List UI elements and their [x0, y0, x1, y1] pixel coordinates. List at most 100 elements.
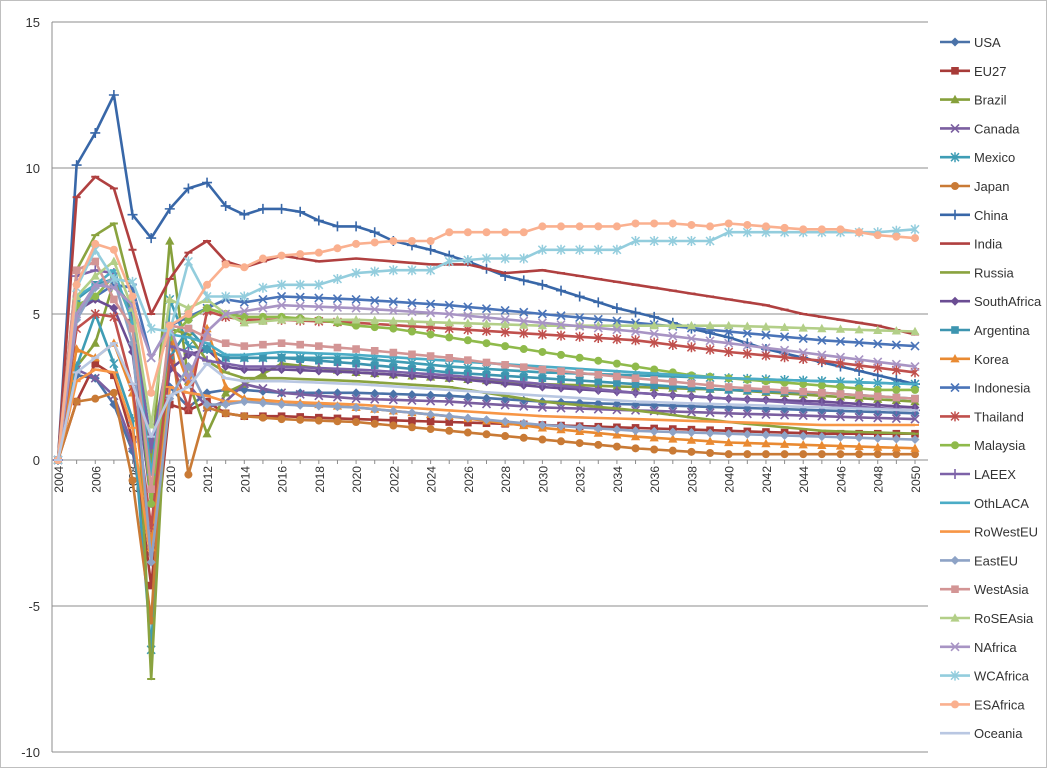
data-point	[612, 244, 622, 255]
x-tick-label: 2012	[201, 466, 215, 493]
data-point	[537, 320, 547, 330]
data-point	[799, 450, 808, 459]
data-point	[724, 408, 734, 418]
data-point	[798, 323, 808, 332]
x-tick-label: 2044	[797, 466, 811, 493]
data-point	[295, 362, 306, 373]
data-point	[351, 402, 361, 412]
data-point	[686, 391, 697, 402]
data-point	[370, 238, 379, 247]
data-point	[389, 237, 398, 245]
data-point	[388, 366, 399, 377]
data-point	[146, 323, 156, 334]
data-point	[910, 326, 920, 336]
data-point	[463, 302, 473, 312]
data-point	[724, 429, 734, 439]
data-point	[481, 304, 492, 314]
data-point	[481, 373, 492, 384]
data-point	[90, 271, 100, 280]
data-point	[557, 350, 566, 359]
data-point	[780, 345, 790, 355]
data-point	[388, 265, 398, 276]
data-point	[315, 356, 323, 365]
data-point	[613, 372, 621, 381]
data-point	[799, 380, 808, 389]
data-point	[221, 309, 231, 319]
data-point	[650, 445, 659, 454]
data-point	[742, 409, 752, 419]
data-point	[630, 307, 641, 318]
data-point	[221, 339, 230, 347]
data-point	[593, 384, 604, 395]
data-point	[72, 397, 81, 406]
data-point	[724, 320, 734, 330]
x-tick-label: 2024	[425, 466, 439, 493]
legend-item: Indonesia	[940, 381, 1031, 396]
data-point	[854, 401, 865, 412]
data-point	[351, 394, 361, 404]
data-point	[742, 340, 752, 351]
data-point	[686, 435, 697, 444]
data-point	[575, 321, 585, 331]
legend-item: OthLACA	[940, 496, 1029, 511]
data-point	[780, 386, 789, 395]
data-point	[855, 228, 864, 237]
data-point	[538, 435, 547, 444]
data-point	[668, 320, 678, 330]
data-point	[333, 358, 342, 366]
data-point	[332, 294, 343, 304]
legend-item: Canada	[940, 121, 1020, 136]
data-point	[445, 354, 454, 362]
data-point	[444, 391, 454, 401]
data-point	[221, 354, 230, 362]
legend-label: Argentina	[974, 323, 1030, 338]
data-point	[295, 400, 305, 410]
legend-marker	[951, 182, 959, 190]
legend-marker	[950, 555, 960, 565]
data-point	[221, 260, 230, 269]
data-point	[686, 236, 696, 246]
data-point	[128, 476, 137, 485]
legend-item: Thailand	[940, 409, 1024, 424]
x-tick-label: 2048	[872, 466, 886, 493]
x-tick-label: 2020	[350, 466, 364, 493]
data-point	[296, 250, 305, 259]
data-point	[743, 220, 752, 229]
data-point	[313, 363, 324, 374]
data-point	[686, 407, 697, 417]
legend-marker	[951, 700, 959, 709]
data-point	[240, 342, 249, 350]
data-point	[295, 389, 305, 399]
data-point	[798, 411, 808, 421]
data-point	[724, 437, 734, 447]
data-point	[221, 409, 230, 418]
data-point	[891, 326, 901, 335]
legend-label: Thailand	[974, 409, 1024, 424]
data-point	[426, 317, 436, 326]
y-tick-label: 15	[26, 15, 40, 30]
data-point	[613, 379, 621, 387]
data-point	[817, 432, 827, 442]
data-point	[538, 347, 547, 356]
data-point	[910, 443, 920, 452]
data-point	[557, 437, 566, 446]
data-point	[779, 439, 790, 448]
legend-item: Mexico	[940, 150, 1015, 165]
data-point	[407, 237, 416, 245]
data-point	[575, 439, 584, 448]
data-point	[202, 291, 212, 302]
data-point	[202, 326, 212, 337]
data-point	[649, 236, 659, 246]
data-point	[836, 450, 845, 459]
data-point	[426, 308, 436, 318]
data-point	[481, 312, 492, 323]
data-point	[854, 433, 864, 443]
data-point	[631, 426, 641, 436]
data-point	[388, 316, 398, 325]
data-point	[519, 401, 529, 411]
data-point	[650, 219, 659, 228]
legend-label: India	[974, 237, 1003, 252]
data-point	[630, 387, 641, 398]
data-point	[91, 239, 100, 248]
